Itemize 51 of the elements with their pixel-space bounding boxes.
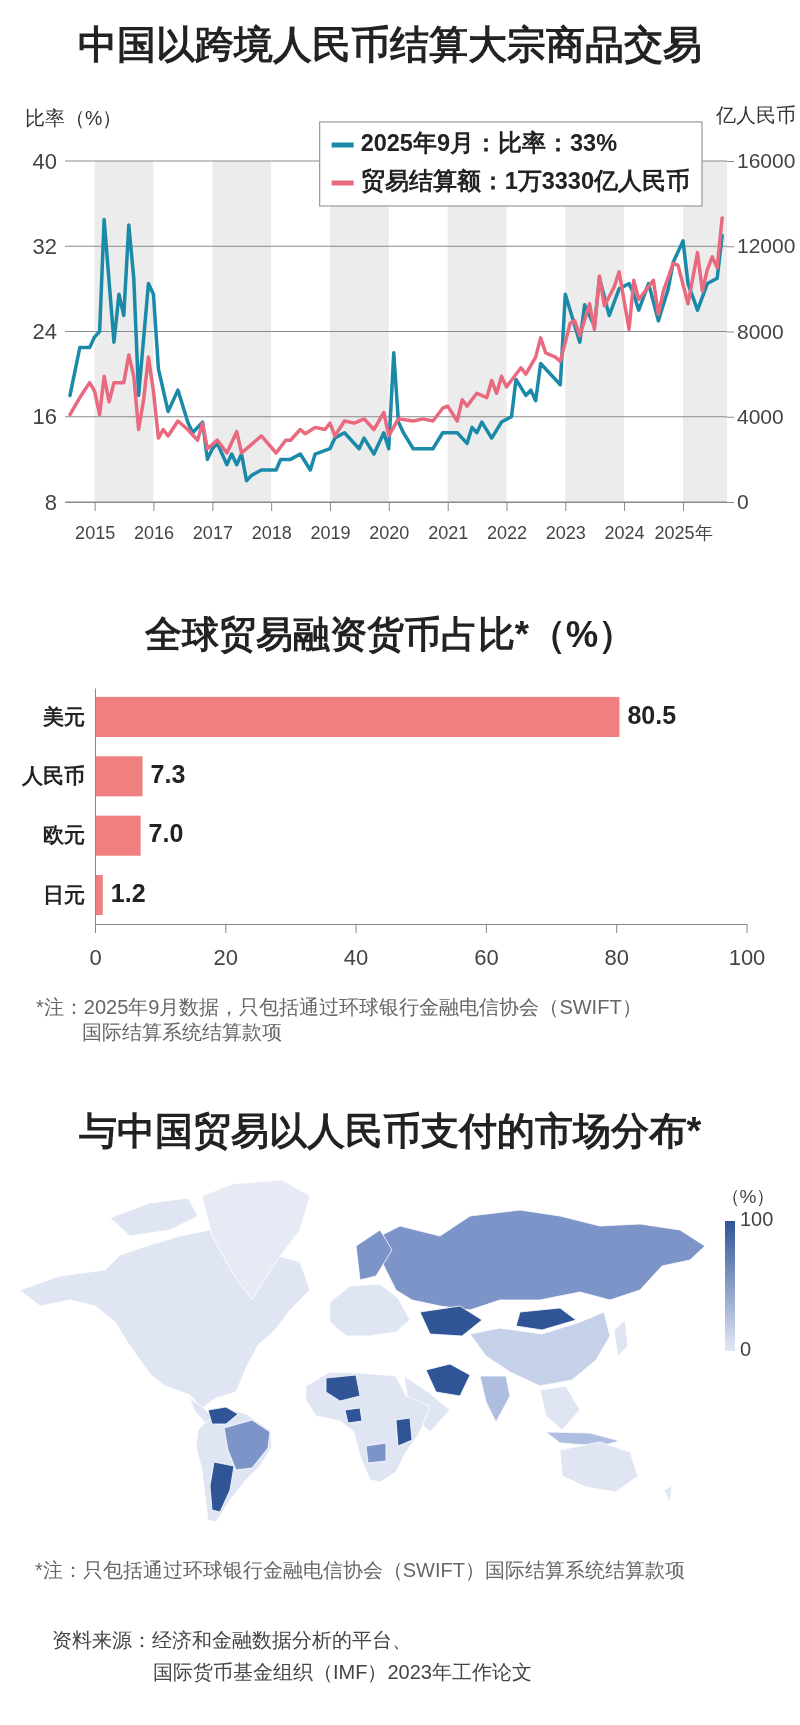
x-tick-label: 2018 bbox=[251, 522, 292, 543]
x-tick-label: 2017 bbox=[192, 522, 233, 543]
bar bbox=[95, 756, 143, 797]
y2-tick-label: 0 bbox=[737, 490, 749, 514]
y2-tick-label: 16000 bbox=[737, 149, 796, 173]
x-tick-label: 2019 bbox=[310, 522, 351, 543]
y2-tick-label: 8000 bbox=[737, 319, 784, 343]
y-tick-label: 32 bbox=[32, 233, 57, 259]
legend-label: 2025年9月：比率：33% bbox=[360, 130, 618, 157]
y-tick-label: 欧元 bbox=[43, 823, 85, 847]
text: *注：只包括通过环球银行金融电信协会（SWIFT）国际结算系统结算款项 bbox=[35, 1559, 685, 1581]
text: 100 bbox=[740, 1208, 774, 1230]
legend-label: 贸易结算额：1万3330亿人民币 bbox=[360, 168, 690, 195]
x-tick-label: 2025年 bbox=[654, 522, 713, 543]
x-tick-label: 2023 bbox=[545, 522, 586, 543]
data-label: 7.0 bbox=[148, 819, 184, 848]
x-tick-label: 2022 bbox=[486, 522, 528, 543]
chart-title: 中国以跨境人民币结算大宗商品交易 bbox=[78, 23, 702, 67]
y-axis-title: 比率（%） bbox=[25, 107, 123, 129]
x-tick-label: 20 bbox=[213, 944, 239, 970]
bar bbox=[95, 696, 620, 737]
x-tick-label: 2024 bbox=[604, 522, 645, 543]
y2-tick-label: 4000 bbox=[737, 404, 784, 428]
x-tick-label: 100 bbox=[728, 944, 766, 970]
y-tick-label: 8 bbox=[44, 489, 57, 515]
y2-axis-title: 亿人民币 bbox=[715, 104, 796, 126]
data-label: 7.3 bbox=[150, 759, 186, 788]
bar bbox=[95, 815, 141, 856]
color-bar-title: （%） bbox=[720, 1186, 776, 1208]
x-tick-label: 2015 bbox=[75, 522, 116, 543]
x-tick-label: 80 bbox=[604, 944, 629, 970]
y-tick-label: 美元 bbox=[42, 704, 85, 728]
x-tick-label: 2016 bbox=[133, 522, 174, 543]
x-tick-label: 2021 bbox=[428, 522, 469, 543]
x-tick-label: 40 bbox=[343, 944, 369, 970]
x-tick-label: 0 bbox=[89, 944, 102, 970]
y2-tick-label: 12000 bbox=[737, 234, 796, 258]
text: 与中国贸易以人民币支付的市场分布* bbox=[78, 1110, 702, 1153]
data-label: 80.5 bbox=[627, 700, 677, 729]
y-tick-label: 日元 bbox=[43, 882, 85, 906]
text: *注：2025年9月数据，只包括通过环球银行金融电信协会（SWIFT）国际结算系统结算款项 bbox=[36, 996, 642, 1043]
data-label: 1.2 bbox=[110, 878, 146, 907]
text: 资料来源：经济和金融数据分析的平台、国际货币基金组织（IMF）2023年工作论文 bbox=[52, 1629, 532, 1683]
x-tick-label: 60 bbox=[474, 944, 499, 970]
x-tick-label: 2020 bbox=[369, 522, 410, 543]
y-tick-label: 16 bbox=[32, 404, 57, 430]
text: 0 bbox=[740, 1338, 752, 1360]
chart-title: 全球贸易融资货币占比*（%） bbox=[143, 613, 636, 655]
y-tick-label: 24 bbox=[32, 319, 57, 345]
y-tick-label: 40 bbox=[32, 148, 57, 174]
y-tick-label: 人民币 bbox=[21, 764, 85, 788]
